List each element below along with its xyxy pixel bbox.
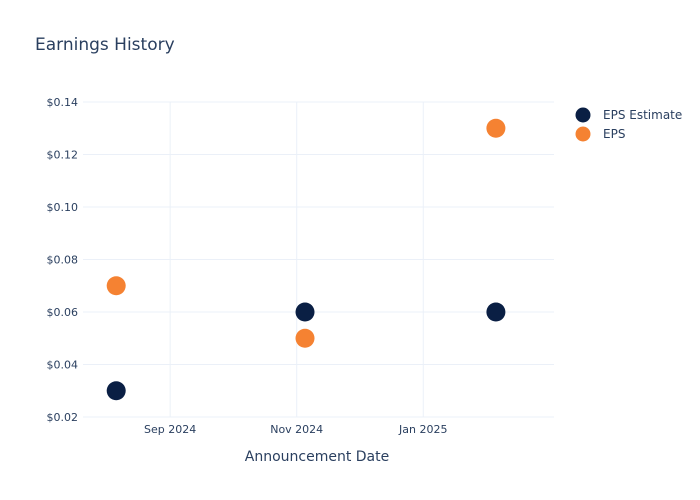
y-tick-label: $0.04 xyxy=(47,359,79,372)
x-tick-label: Jan 2025 xyxy=(398,423,447,436)
eps-estimate-legend-label: EPS Estimate xyxy=(603,108,682,122)
eps-legend-label: EPS xyxy=(603,127,625,141)
eps-point[interactable] xyxy=(295,328,315,348)
data-points xyxy=(106,118,506,401)
y-tick-label: $0.08 xyxy=(47,254,79,267)
y-tick-label: $0.10 xyxy=(47,201,79,214)
eps-point[interactable] xyxy=(106,276,126,296)
eps-estimate-legend-marker xyxy=(575,107,591,123)
eps-estimate-point[interactable] xyxy=(486,302,506,322)
eps-point[interactable] xyxy=(486,118,506,138)
grid-layer xyxy=(83,101,554,418)
eps-estimate-point[interactable] xyxy=(106,381,126,401)
eps-estimate-point[interactable] xyxy=(295,302,315,322)
x-axis-title: Announcement Date xyxy=(245,449,389,465)
y-tick-label: $0.02 xyxy=(47,411,79,424)
legend: EPS Estimate EPS xyxy=(575,107,682,142)
eps-legend-marker xyxy=(575,126,591,142)
x-axis: Sep 2024 Nov 2024 Jan 2025 xyxy=(144,423,447,436)
y-tick-label: $0.06 xyxy=(47,306,79,319)
chart-title: Earnings History xyxy=(35,35,175,55)
y-tick-label: $0.14 xyxy=(47,96,79,109)
x-tick-label: Nov 2024 xyxy=(270,423,323,436)
y-axis: $0.02 $0.04 $0.06 $0.08 $0.10 $0.12 $0.14 xyxy=(47,96,79,424)
y-tick-label: $0.12 xyxy=(47,149,79,162)
x-tick-label: Sep 2024 xyxy=(144,423,196,436)
